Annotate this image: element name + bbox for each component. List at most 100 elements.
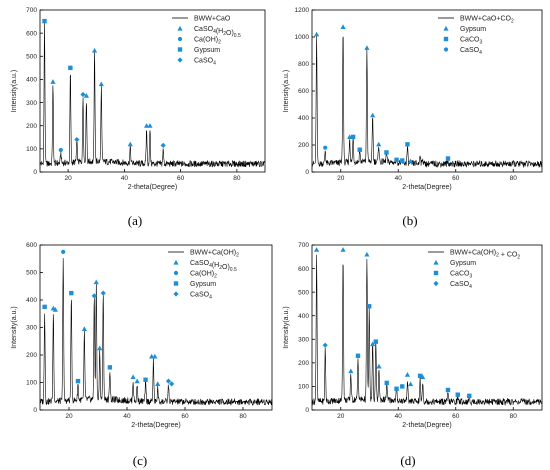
xrd-trace	[39, 258, 273, 406]
phase-marker-square	[367, 304, 372, 309]
phase-marker-diamond	[165, 378, 172, 384]
y-tick-label: 400	[298, 313, 309, 320]
plot-frame	[311, 244, 543, 411]
y-tick-label: 200	[26, 123, 37, 130]
y-tick-label: 500	[26, 53, 37, 60]
y-tick-label: 400	[298, 115, 309, 122]
phase-marker-triangle	[408, 158, 414, 164]
phase-marker-diamond	[74, 137, 80, 143]
phase-marker-diamond	[169, 381, 175, 387]
phase-marker-triangle	[83, 93, 90, 98]
phase-marker-square	[75, 378, 81, 384]
legend-diamond-swatch	[177, 57, 183, 63]
phase-marker-square	[68, 65, 73, 71]
phase-marker-square	[445, 156, 451, 161]
phase-marker-triangle	[404, 372, 411, 377]
legend-label: BWW+CaO	[194, 16, 231, 23]
legend-circle-swatch	[173, 270, 179, 276]
legend-label: CaSO4(H2O)0.5	[190, 260, 237, 273]
phase-marker-diamond	[100, 290, 106, 296]
y-axis-title: Intensity(a.u.)	[283, 306, 290, 348]
xrd-trace	[311, 254, 543, 407]
phase-marker-square	[384, 380, 389, 386]
legend-label: CaSO4	[194, 58, 216, 67]
y-tick-label: 600	[26, 242, 37, 249]
phase-marker-triangle	[52, 307, 58, 312]
phase-marker-square	[350, 134, 356, 140]
y-tick-label: 0	[305, 407, 309, 414]
x-tick-label: 40	[395, 175, 403, 182]
phase-marker-square	[400, 384, 405, 389]
legend-triangle-swatch	[433, 259, 439, 265]
legend-square-swatch	[433, 270, 439, 276]
phase-marker-triangle	[314, 247, 320, 252]
legend-label: BWW+Ca(OH)2	[190, 250, 239, 259]
phase-marker-square	[42, 304, 47, 310]
y-tick-label: 800	[298, 61, 309, 68]
phase-marker-triangle	[420, 374, 426, 380]
legend-square-swatch	[443, 36, 449, 42]
y-axis-title: Intensity(a.u.)	[11, 306, 18, 348]
panel-label: (d)	[400, 453, 415, 468]
y-tick-label: 300	[26, 325, 37, 332]
y-tick-label: 300	[26, 100, 37, 107]
x-axis-title: 2-theta(Degree)	[402, 422, 451, 429]
phase-marker-square	[69, 290, 74, 296]
x-tick-label: 80	[239, 413, 247, 420]
phase-marker-circle	[61, 249, 66, 254]
phase-marker-square	[143, 377, 148, 382]
x-tick-label: 40	[395, 413, 403, 420]
chart-panel-b: 0 200 400 600 800 1000 1200 20 40 60 80 2-theta(Deg…	[283, 7, 543, 228]
plot-frame	[39, 9, 266, 173]
legend-label: CaSO4	[460, 47, 482, 56]
plot-frame	[311, 9, 543, 173]
y-tick-label: 100	[26, 380, 37, 387]
phase-marker-triangle	[152, 353, 158, 359]
y-tick-label: 1200	[295, 7, 310, 14]
phase-marker-square	[107, 365, 113, 370]
y-axis-title: Intensity(a.u.)	[283, 70, 290, 112]
phase-marker-triangle	[143, 123, 150, 128]
phase-marker-circle	[323, 145, 328, 150]
y-tick-label: 400	[26, 77, 37, 84]
phase-marker-square	[405, 142, 410, 147]
y-tick-label: 700	[298, 242, 309, 249]
y-tick-label: 600	[26, 30, 37, 37]
x-tick-label: 60	[177, 175, 185, 182]
y-tick-label: 0	[33, 169, 37, 176]
phase-marker-diamond	[80, 91, 86, 98]
phase-marker-square	[384, 150, 389, 155]
x-axis-title: 2-theta(Degree)	[131, 422, 180, 429]
y-tick-label: 200	[26, 352, 37, 359]
phase-marker-triangle	[364, 45, 370, 50]
x-axis-title: 2-theta(Degree)	[128, 184, 177, 191]
phase-marker-triangle	[134, 378, 140, 384]
x-tick-label: 40	[121, 175, 129, 182]
legend-triangle-swatch	[443, 25, 449, 31]
x-tick-label: 40	[123, 413, 131, 420]
legend-label: Gypsum	[450, 260, 476, 267]
y-tick-label: 200	[298, 142, 309, 149]
phase-marker-square	[355, 353, 361, 358]
phase-marker-triangle	[364, 251, 370, 257]
legend-square-swatch	[173, 281, 179, 286]
phase-marker-circle	[58, 147, 63, 153]
legend-label: BWW+Ca(OH)2 + CO2	[450, 250, 520, 261]
phase-marker-triangle	[376, 141, 382, 147]
legend-label: Gypsum	[460, 26, 486, 33]
phase-marker-triangle	[376, 363, 382, 369]
legend-label: Gypsum	[190, 281, 216, 288]
legend-circle-swatch	[177, 36, 183, 42]
y-tick-label: 500	[26, 270, 37, 277]
x-axis-title: 2-theta(Degree)	[402, 184, 451, 191]
phase-marker-triangle	[81, 326, 87, 331]
phase-marker-triangle	[370, 341, 376, 347]
phase-marker-triangle	[314, 31, 320, 37]
y-tick-label: 700	[26, 7, 37, 14]
legend-label: Ca(OH)2	[190, 271, 217, 280]
y-tick-label: 200	[298, 360, 309, 367]
phase-marker-triangle	[340, 24, 346, 29]
